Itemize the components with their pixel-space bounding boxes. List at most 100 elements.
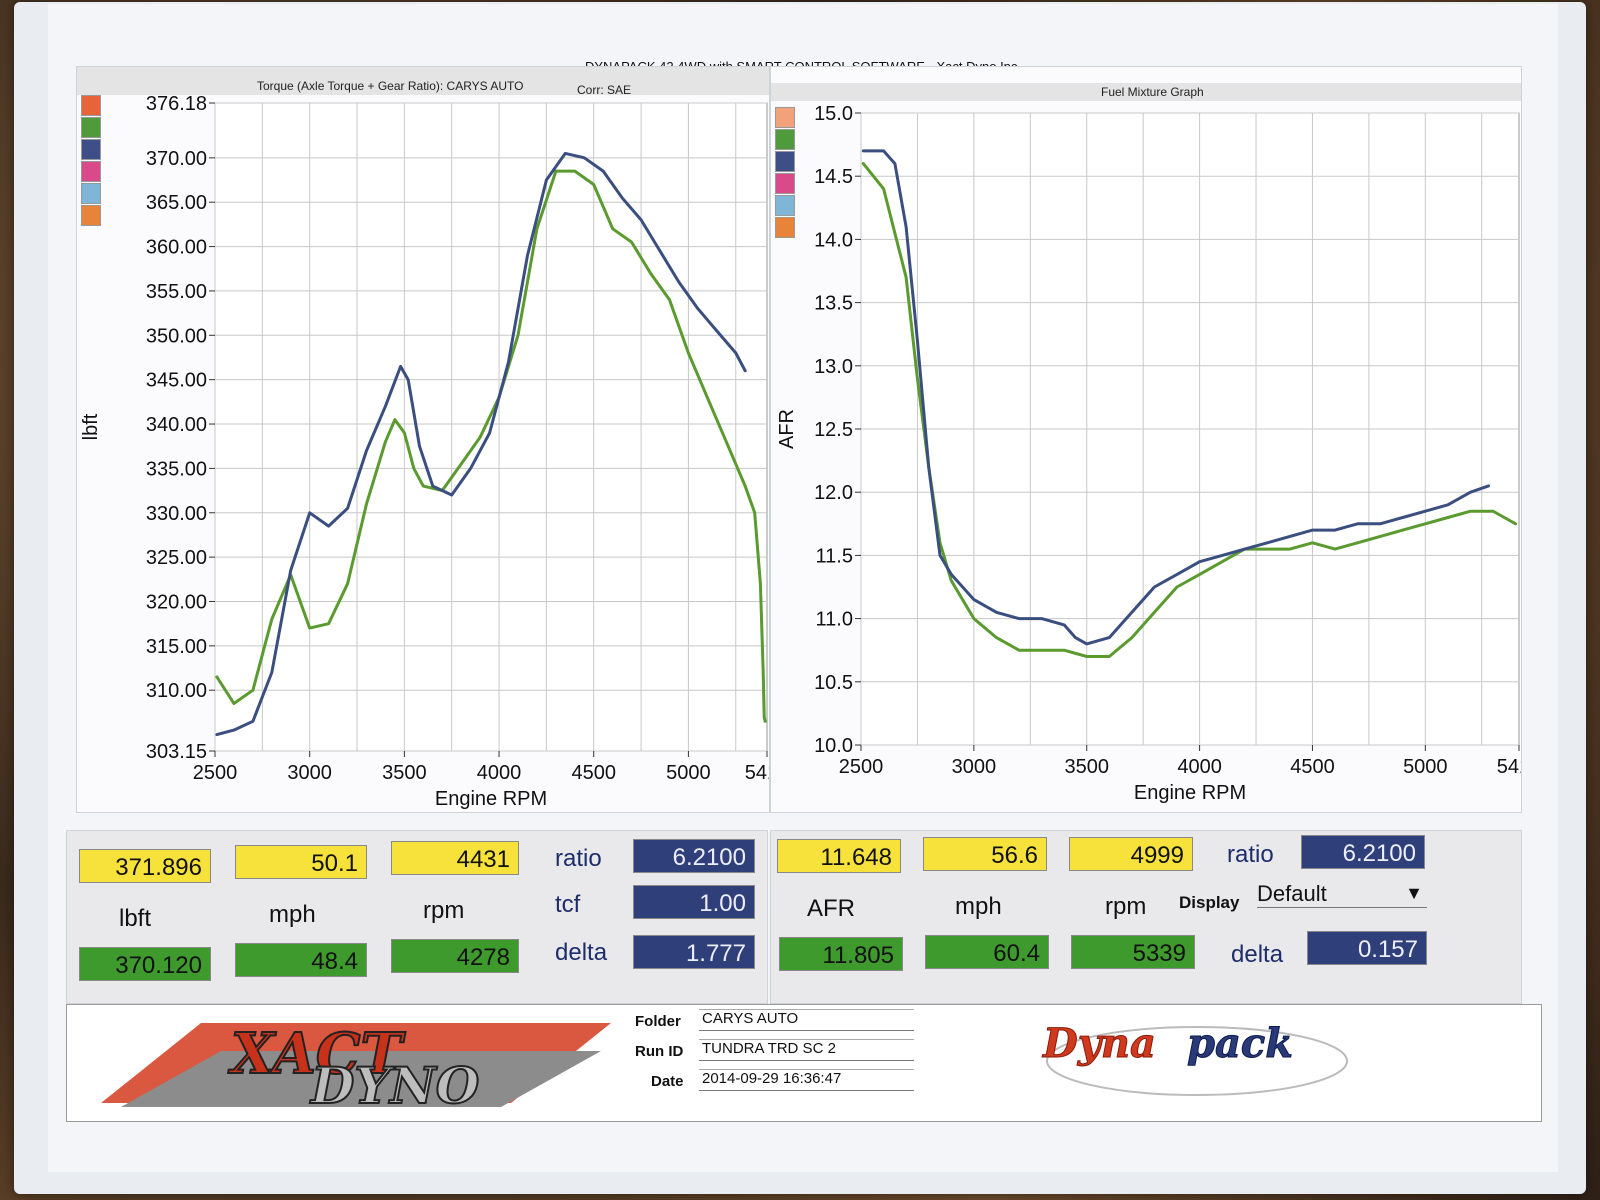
afr-y-tick-label: 14.5 xyxy=(814,166,853,188)
afr-y-tick-label: 12.0 xyxy=(814,482,853,504)
legend-chip-1 xyxy=(81,95,101,116)
legend-chip-6 xyxy=(775,217,795,238)
legend-chip-3 xyxy=(775,151,795,172)
afr-series-line-1 xyxy=(861,162,1518,658)
cursor-mph-b: 48.4 xyxy=(235,943,367,977)
cursor-rpm-a: 4999 xyxy=(1069,837,1193,871)
torque-y-tick-label: 345.00 xyxy=(146,370,207,392)
tcf-value: 1.00 xyxy=(633,885,755,919)
afr-chart: 10.0 10.5 11.0 11.5 12.0 12.5 13.0 13.5 14.0 14.5… xyxy=(776,103,1521,804)
afr-x-tick-label: 5000 xyxy=(1403,756,1448,778)
afr-title-strip xyxy=(771,83,1521,101)
legend-chip-1 xyxy=(775,107,795,128)
afr-y-tick-label: 12.5 xyxy=(814,419,853,441)
run-id-label: Run ID xyxy=(635,1043,684,1060)
torque-chart: 303.15 310.00 315.00 320.00 325.00 330.00 335.… xyxy=(80,93,769,810)
run-info-bar: XACT DYNO Folder CARYS AUTO Run ID TUNDR… xyxy=(66,1004,1542,1122)
date-value: 2014-09-29 16:36:47 xyxy=(699,1069,914,1091)
torque-title-strip xyxy=(77,67,769,95)
lbft-unit-label: lbft xyxy=(119,905,152,932)
legend-chip-2 xyxy=(81,117,101,138)
afr-chart-title: Fuel Mixture Graph xyxy=(1101,85,1204,99)
xact-dyno-logo: XACT DYNO xyxy=(81,1011,611,1116)
display-select[interactable]: Default ▼ xyxy=(1257,881,1427,908)
torque-x-tick-label: 2500 xyxy=(193,762,238,784)
legend-chip-5 xyxy=(775,195,795,216)
torque-y-tick-label: 370.00 xyxy=(146,148,207,170)
afr-unit-label: AFR xyxy=(807,895,855,922)
folder-value: CARYS AUTO xyxy=(699,1009,914,1031)
torque-chart-title: Torque (Axle Torque + Gear Ratio): CARYS… xyxy=(257,79,524,93)
cursor-mph-a: 56.6 xyxy=(923,837,1047,871)
delta-value: 0.157 xyxy=(1307,931,1427,965)
afr-y-axis-label: AFR xyxy=(776,409,798,449)
cursor-mph-b: 60.4 xyxy=(925,935,1049,969)
svg-text:XACT: XACT xyxy=(228,1021,406,1087)
svg-text:DYNO: DYNO xyxy=(309,1056,480,1111)
folder-label: Folder xyxy=(635,1013,681,1030)
afr-x-tick-label: 2500 xyxy=(839,756,884,778)
rpm-unit-label: rpm xyxy=(423,897,465,924)
cursor-lbft-b: 370.120 xyxy=(79,947,211,981)
torque-readouts: 371.896 50.1 4431 ratio 6.2100 lbft mph … xyxy=(66,830,768,1004)
torque-x-tick-label: 3500 xyxy=(382,762,427,784)
legend-chip-4 xyxy=(81,161,101,182)
torque-y-tick-label: 325.00 xyxy=(146,547,207,569)
dyno-sheet: DYNAPACK 42 4WD with SMART CONTROL SOFTW… xyxy=(48,4,1558,1172)
afr-x-axis-label: Engine RPM xyxy=(1134,782,1246,804)
torque-y-tick-label: 355.00 xyxy=(146,281,207,303)
torque-series-line-2 xyxy=(215,151,747,737)
torque-x-axis-label: Engine RPM xyxy=(435,788,547,810)
afr-y-tick-label: 11.0 xyxy=(816,609,853,631)
chevron-down-icon: ▼ xyxy=(1405,883,1423,903)
afr-y-tick-label: 13.0 xyxy=(814,356,853,378)
cursor-mph-a: 50.1 xyxy=(235,845,367,879)
cursor-afr-b: 11.805 xyxy=(779,937,903,971)
afr-y-tick-label: 11.5 xyxy=(816,545,853,567)
afr-y-tick-label: 15.0 xyxy=(814,103,853,125)
torque-y-tick-label: 350.00 xyxy=(146,325,207,347)
afr-chart-panel: Fuel Mixture Graph 10.0 10.5 11.0 11.5 12.0 1… xyxy=(770,66,1522,813)
torque-x-tick-label: 4500 xyxy=(571,762,616,784)
delta-label: delta xyxy=(1231,941,1284,968)
display-select-value: Default xyxy=(1257,881,1327,906)
torque-x-tick-label: 5000 xyxy=(666,762,711,784)
svg-text:Dyna: Dyna xyxy=(1042,1020,1156,1067)
legend-chip-6 xyxy=(81,205,101,226)
cursor-afr-a: 11.648 xyxy=(777,839,901,873)
afr-x-tick-label: 4000 xyxy=(1177,756,1222,778)
torque-y-tick-label: 315.00 xyxy=(146,636,207,658)
afr-readouts: 11.648 56.6 4999 ratio 6.2100 AFR mph rp… xyxy=(770,830,1522,1004)
afr-y-tick-label: 14.0 xyxy=(814,229,853,251)
torque-y-tick-label: 320.00 xyxy=(146,591,207,613)
torque-x-tick-label: 5415 xyxy=(745,762,769,784)
afr-x-tick-label: 5415 xyxy=(1497,756,1521,778)
afr-x-tick-label: 3500 xyxy=(1064,756,1109,778)
afr-y-tick-label: 13.5 xyxy=(814,293,853,315)
torque-y-tick-label: 310.00 xyxy=(146,680,207,702)
legend-chip-3 xyxy=(81,139,101,160)
ratio-value: 6.2100 xyxy=(633,839,755,873)
torque-y-tick-label: 335.00 xyxy=(146,458,207,480)
mph-unit-label: mph xyxy=(955,893,1002,920)
ratio-label: ratio xyxy=(1227,841,1274,868)
torque-correction-label: Corr: SAE xyxy=(577,83,632,97)
delta-value: 1.777 xyxy=(633,935,755,969)
date-label: Date xyxy=(651,1073,684,1090)
torque-y-axis-label: lbft xyxy=(80,413,102,440)
cursor-rpm-b: 4278 xyxy=(391,939,519,973)
torque-x-tick-label: 4000 xyxy=(477,762,522,784)
torque-chart-panel: Torque (Axle Torque + Gear Ratio): CARYS… xyxy=(76,66,770,813)
ratio-value: 6.2100 xyxy=(1301,835,1425,869)
torque-y-tick-label: 330.00 xyxy=(146,503,207,525)
afr-x-tick-label: 3000 xyxy=(952,756,997,778)
torque-x-tick-label: 3000 xyxy=(287,762,332,784)
cursor-lbft-a: 371.896 xyxy=(79,849,211,883)
cursor-rpm-b: 5339 xyxy=(1071,935,1195,969)
afr-y-tick-label: 10.5 xyxy=(814,672,853,694)
torque-y-tick-label: 340.00 xyxy=(146,414,207,436)
svg-text:pack: pack xyxy=(1187,1020,1293,1067)
rpm-unit-label: rpm xyxy=(1105,893,1147,920)
legend-chip-2 xyxy=(775,129,795,150)
